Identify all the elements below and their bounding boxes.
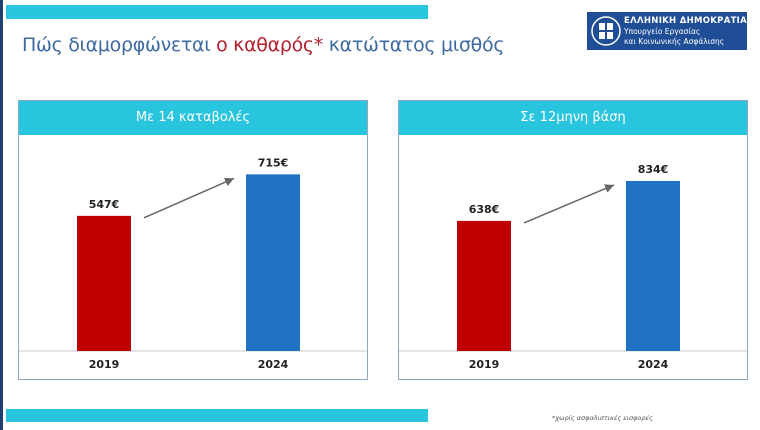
x-tick-label: 2024 xyxy=(638,358,669,371)
top-accent-bar xyxy=(6,5,428,19)
logo-line3: και Κοινωνικής Ασφάλισης xyxy=(624,37,725,46)
footnote: *χωρίς ασφαλιστικές εισφορές xyxy=(552,414,653,422)
x-tick-label: 2019 xyxy=(469,358,500,371)
logo-line1: ΕΛΛΗΝΙΚΗ ΔΗΜΟΚΡΑΤΙΑ xyxy=(624,16,748,26)
title-part1: Πώς διαμορφώνεται xyxy=(22,34,217,56)
bar-chart: 547€ 2019 715€ 2024 xyxy=(19,156,367,371)
x-tick-label: 2019 xyxy=(89,358,120,371)
title-part2: κατώτατος μισθός xyxy=(322,34,505,56)
chart-panel-14-payments: Με 14 καταβολές 547€ 2019 715€ 2024 xyxy=(18,100,368,380)
left-edge xyxy=(0,0,3,430)
chart-panel-12-month: Σε 12μηνη βάση 638€ 2019 834€ 2024 xyxy=(398,100,748,380)
data-label: 715€ xyxy=(258,156,289,169)
chart-title: Σε 12μηνη βάση xyxy=(399,101,747,135)
page-title: Πώς διαμορφώνεται ο καθαρός* κατώτατος μ… xyxy=(22,34,504,56)
bar-2024 xyxy=(626,180,680,351)
title-highlight: ο καθαρός* xyxy=(216,34,323,56)
x-tick-label: 2024 xyxy=(258,358,289,371)
bar-2019 xyxy=(77,215,131,351)
bar-2019 xyxy=(457,220,511,351)
bar-2024 xyxy=(246,174,300,351)
greek-emblem-icon xyxy=(591,16,621,46)
trend-arrow xyxy=(143,177,235,219)
trend-arrow xyxy=(523,184,615,224)
logo-line2: Υπουργείο Εργασίας xyxy=(624,27,701,36)
ministry-logo: ΕΛΛΗΝΙΚΗ ΔΗΜΟΚΡΑΤΙΑ Υπουργείο Εργασίας κ… xyxy=(587,12,747,50)
chart-title: Με 14 καταβολές xyxy=(19,101,367,135)
bar-chart: 638€ 2019 834€ 2024 xyxy=(399,163,747,371)
data-label: 834€ xyxy=(638,163,669,176)
data-label: 638€ xyxy=(469,203,500,216)
data-label: 547€ xyxy=(89,198,120,211)
bottom-accent-bar xyxy=(6,409,428,422)
